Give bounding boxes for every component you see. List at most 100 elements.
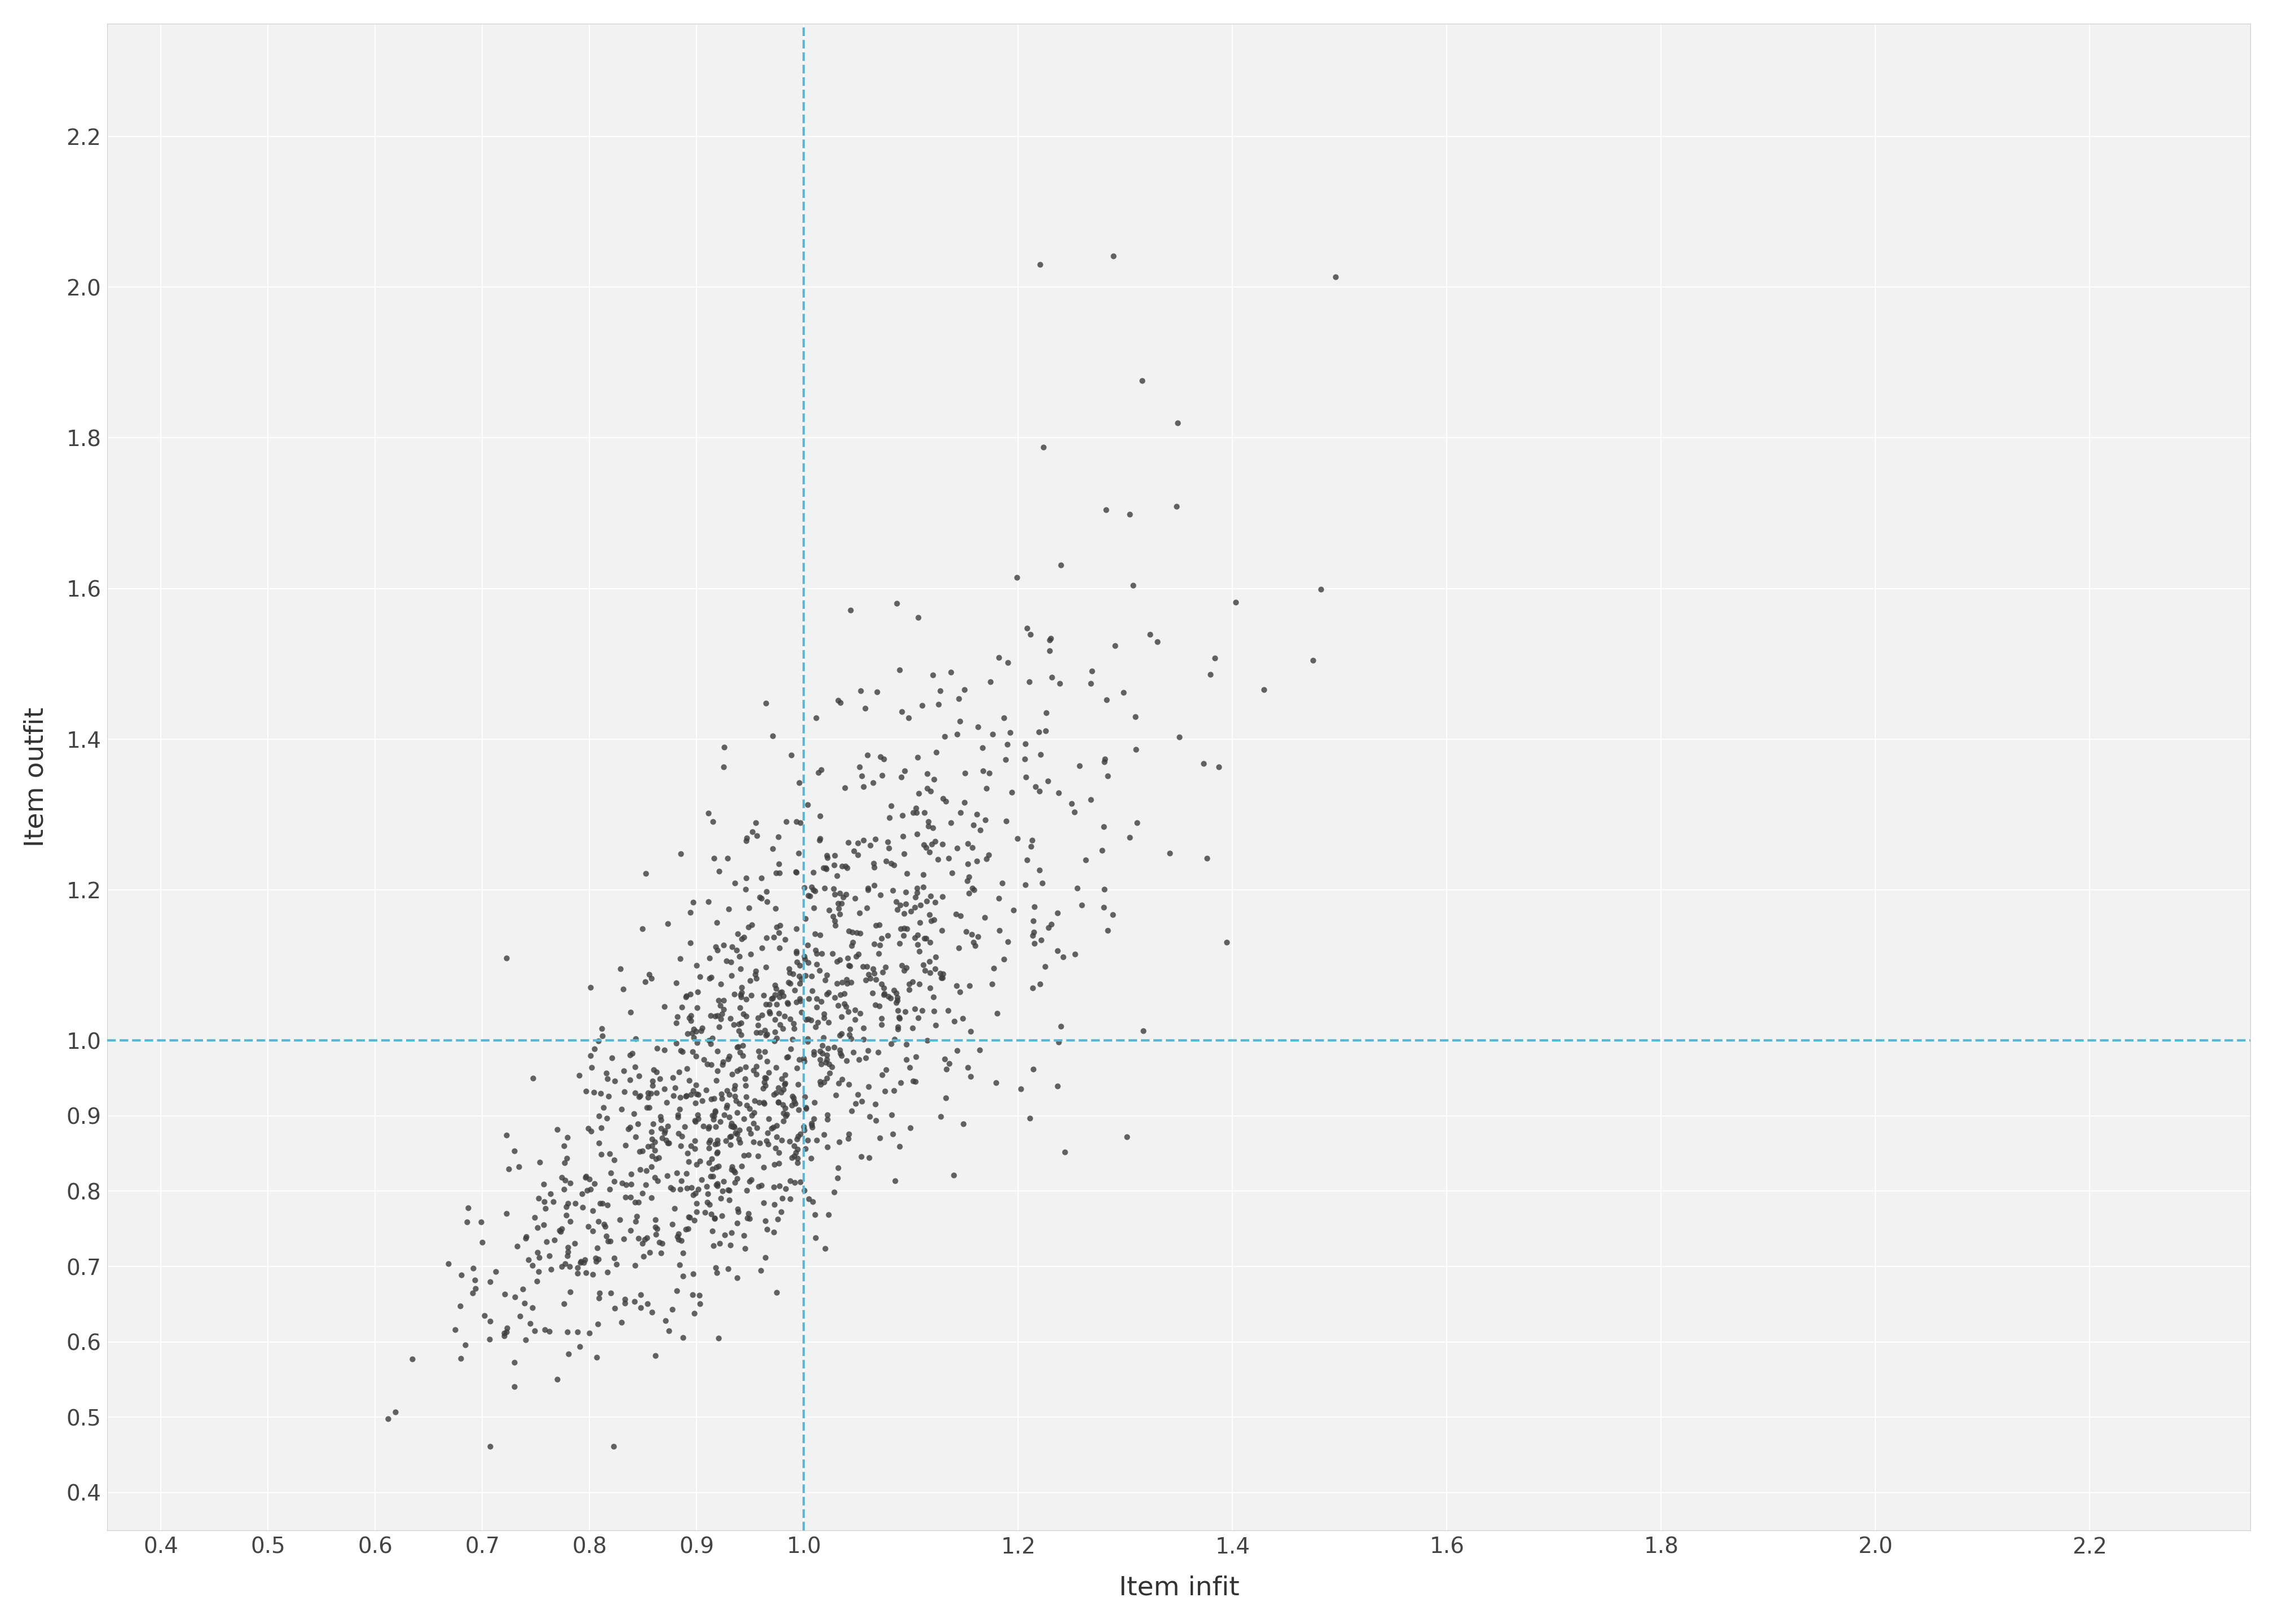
Point (548, 1202, 584, 1228)
Point (648, 1307, 684, 1333)
Point (800, 957, 837, 983)
Point (657, 1075, 694, 1101)
Point (664, 1228, 700, 1254)
Point (728, 1054, 764, 1080)
Point (443, 1262, 480, 1288)
Point (857, 1108, 894, 1134)
Point (546, 1176, 582, 1202)
Point (755, 1151, 791, 1177)
Point (757, 859, 794, 885)
Point (541, 1218, 578, 1244)
Point (709, 1046, 746, 1072)
Point (953, 921, 989, 947)
Point (1030, 914, 1067, 940)
Point (1107, 1124, 1144, 1150)
Point (760, 1112, 796, 1138)
Point (728, 866, 764, 892)
Point (866, 983, 903, 1009)
Point (889, 1046, 926, 1072)
Point (669, 1216, 705, 1242)
Point (700, 1138, 737, 1164)
Point (616, 1189, 653, 1215)
Point (662, 1038, 698, 1064)
Point (796, 1039, 832, 1065)
Point (678, 1190, 714, 1216)
Point (575, 1218, 612, 1244)
Point (764, 1015, 800, 1041)
Point (796, 879, 832, 905)
Point (787, 906, 823, 932)
Point (800, 827, 837, 853)
Point (810, 844, 846, 870)
Point (805, 1025, 841, 1051)
Point (716, 1075, 753, 1101)
Point (841, 900, 878, 926)
Point (757, 1135, 794, 1161)
Point (848, 953, 885, 979)
Point (607, 1171, 644, 1197)
Point (935, 861, 971, 887)
Point (866, 974, 903, 1000)
Point (880, 896, 916, 922)
Point (714, 948, 750, 974)
Point (928, 724, 964, 750)
Point (637, 1164, 673, 1190)
Point (564, 1181, 600, 1207)
Point (862, 932, 898, 958)
Point (864, 926, 901, 952)
Point (891, 971, 928, 997)
Point (639, 1080, 675, 1106)
Point (969, 775, 1005, 801)
Point (844, 763, 880, 789)
Point (750, 1106, 787, 1132)
Point (637, 1145, 673, 1171)
Point (766, 1070, 803, 1096)
Point (812, 1060, 848, 1086)
Point (709, 948, 746, 974)
Point (1021, 778, 1057, 804)
Point (823, 1020, 860, 1046)
Point (739, 1012, 775, 1038)
Point (755, 1174, 791, 1200)
Point (673, 1020, 709, 1046)
Point (621, 1111, 657, 1137)
Point (1023, 870, 1060, 896)
Point (630, 1085, 666, 1111)
Point (828, 994, 864, 1020)
Point (646, 1075, 682, 1101)
Point (844, 953, 880, 979)
Point (662, 1134, 698, 1160)
Point (819, 948, 855, 974)
Point (807, 968, 844, 994)
Point (628, 1171, 664, 1197)
Point (871, 835, 907, 861)
Point (830, 953, 866, 979)
Point (548, 1319, 584, 1345)
Point (748, 1023, 785, 1049)
Point (662, 1252, 698, 1278)
Point (594, 1280, 630, 1306)
Point (739, 1005, 775, 1031)
Point (764, 1127, 800, 1153)
Point (696, 1132, 732, 1158)
Point (550, 1234, 587, 1260)
Point (675, 1281, 712, 1307)
Point (603, 957, 639, 983)
Point (696, 1103, 732, 1129)
Point (857, 913, 894, 939)
Point (1012, 622, 1048, 648)
Point (1003, 1077, 1039, 1103)
Point (878, 1168, 914, 1194)
Point (737, 1088, 773, 1114)
Point (571, 1213, 607, 1239)
Point (723, 1021, 760, 1047)
Point (584, 1015, 621, 1041)
Point (807, 854, 844, 880)
Point (732, 940, 769, 966)
Point (794, 1007, 830, 1033)
Point (673, 931, 709, 957)
Point (939, 835, 976, 861)
Point (769, 1176, 805, 1202)
Point (662, 841, 698, 867)
Point (1139, 628, 1176, 654)
